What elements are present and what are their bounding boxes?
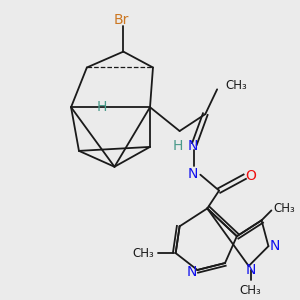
- Text: Br: Br: [114, 13, 129, 27]
- Text: CH₃: CH₃: [273, 202, 295, 215]
- Text: H: H: [172, 139, 183, 153]
- Text: CH₃: CH₃: [240, 284, 262, 297]
- Text: CH₃: CH₃: [132, 247, 154, 260]
- Text: N: N: [187, 167, 198, 181]
- Text: CH₃: CH₃: [225, 79, 247, 92]
- Text: H: H: [97, 100, 107, 114]
- Text: O: O: [245, 169, 256, 183]
- Text: N: N: [186, 265, 197, 279]
- Text: N: N: [269, 239, 280, 253]
- Text: N: N: [187, 139, 198, 153]
- Text: N: N: [245, 263, 256, 277]
